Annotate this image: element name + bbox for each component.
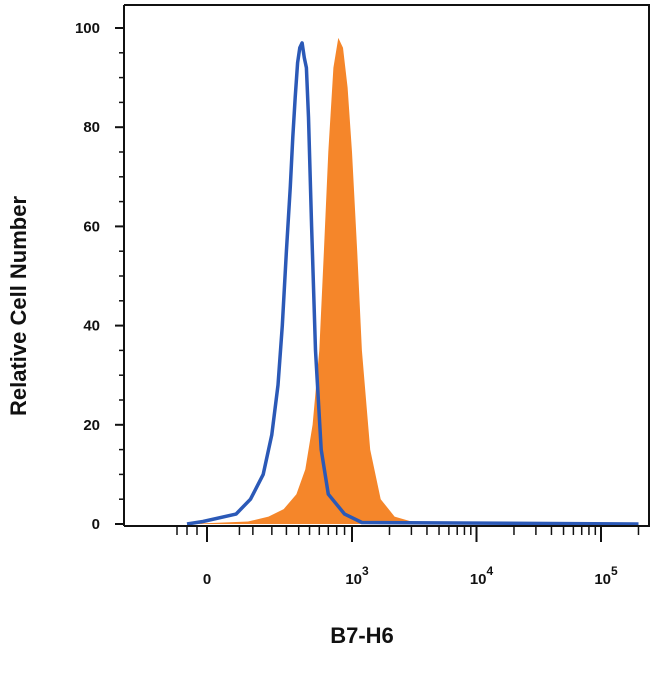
labels: B7-H6 Relative Cell Number 0 20 40 60 80 100 0… — [6, 20, 618, 648]
plot-area — [186, 37, 639, 526]
y-tick-label: 80 — [83, 119, 100, 136]
x-tick-label: 0 — [203, 571, 211, 588]
y-tick-label: 20 — [83, 417, 100, 434]
x-tick-label: 104 — [470, 564, 494, 588]
y-tick-label: 60 — [83, 218, 100, 235]
y-axis-title: Relative Cell Number — [6, 196, 31, 417]
x-tick-label: 103 — [345, 564, 369, 588]
outline-histogram-series — [186, 41, 639, 526]
x-tick-label: 105 — [594, 564, 618, 588]
y-tick-label: 0 — [92, 516, 100, 533]
y-tick-label: 100 — [75, 20, 100, 37]
filled-histogram-series — [187, 37, 639, 525]
y-tick-label: 40 — [83, 318, 100, 335]
x-axis-title: B7-H6 — [330, 623, 394, 648]
axes — [115, 4, 650, 542]
